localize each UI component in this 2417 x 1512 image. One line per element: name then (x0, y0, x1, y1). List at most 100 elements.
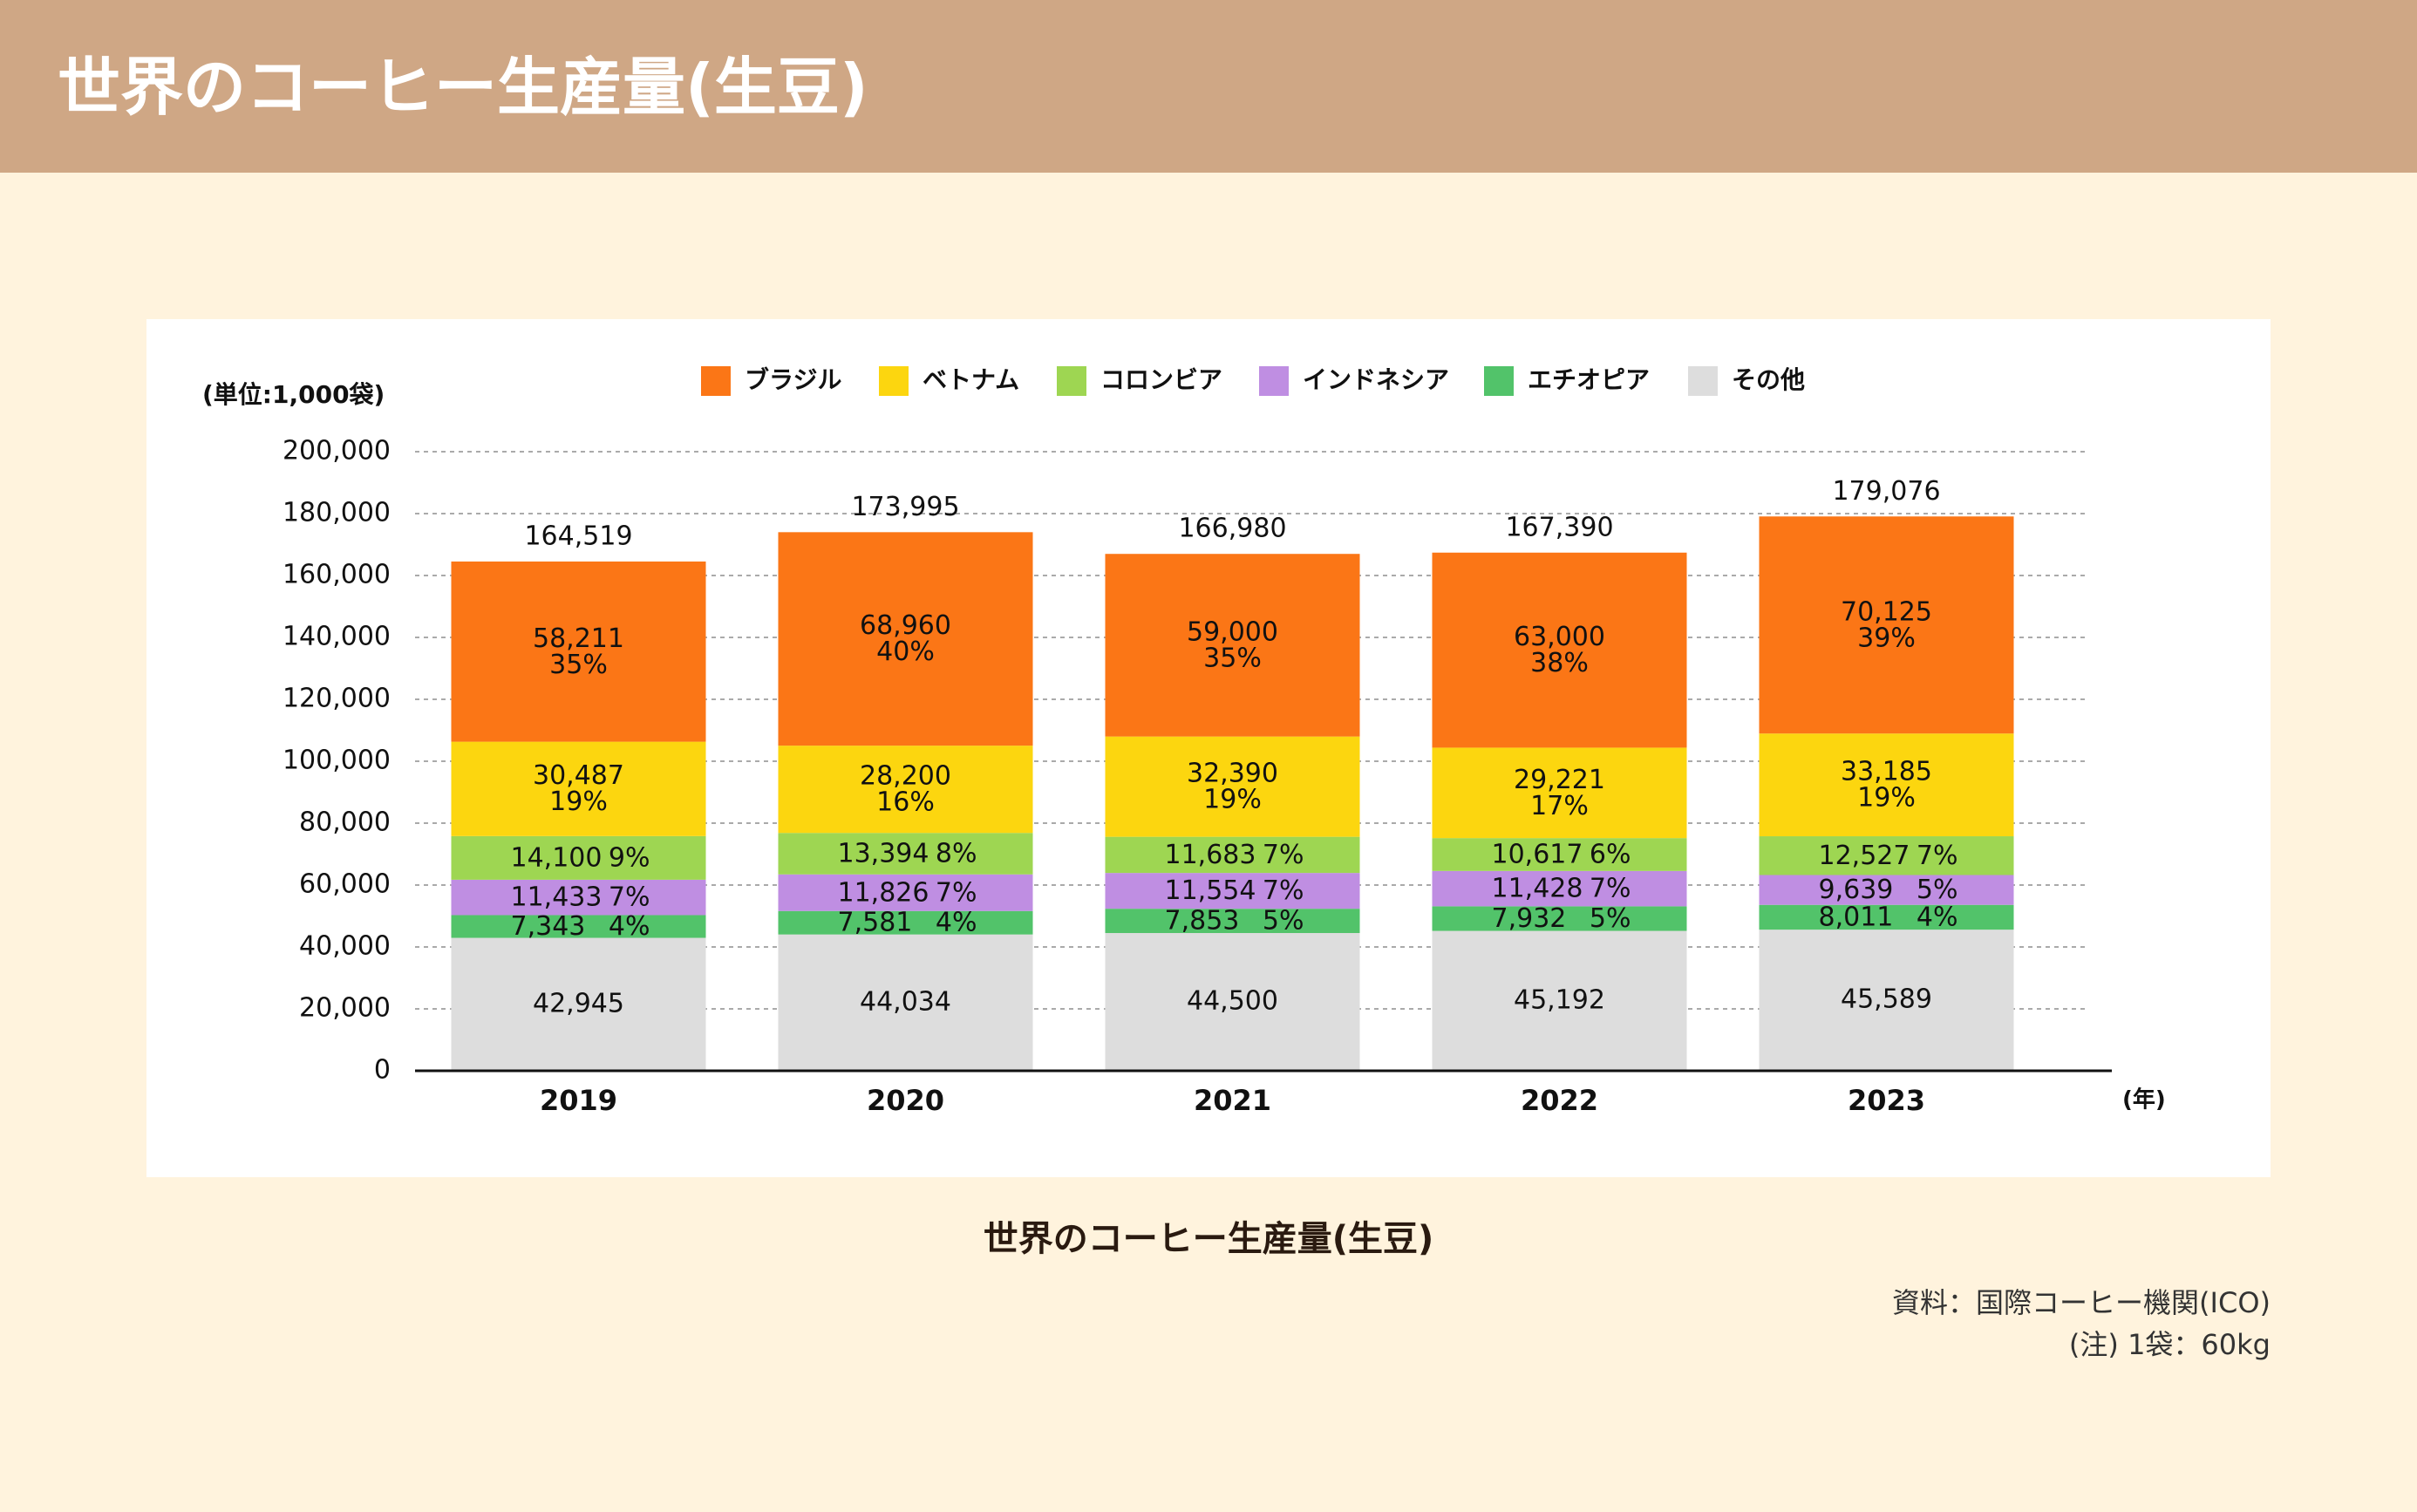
segment-percent-label: 38% (1530, 648, 1589, 678)
legend-label: その他 (1732, 365, 1805, 394)
segment-value-label: 11,428 (1492, 874, 1583, 904)
segment-value-label: 32,390 (1187, 759, 1278, 789)
segment-percent-label: 17% (1530, 791, 1589, 821)
x-tick-label: 2021 (1194, 1084, 1271, 1117)
bar-segment (778, 532, 1033, 746)
x-tick-label: 2023 (1848, 1084, 1925, 1117)
segment-percent-label: 4% (1917, 902, 1958, 932)
segment-percent-label: 7% (1263, 875, 1304, 906)
segment-value-label: 45,589 (1841, 984, 1932, 1015)
chart-caption: 世界のコーヒー生産量(生豆) (983, 1219, 1434, 1259)
source-note: 資料：国際コーヒー機関(ICO) (注) 1袋：60kg (1892, 1282, 2271, 1366)
chart-card: 0 20,000 40,000 60,000 80,000 100,000 120,000 1… (146, 319, 2271, 1177)
segment-value-label: 42,945 (533, 988, 624, 1018)
segment-percent-label: 7% (1917, 841, 1958, 871)
y-tick-label: 120,000 (283, 684, 391, 714)
segment-percent-label: 9% (609, 842, 650, 873)
bar-segment (778, 934, 1033, 1071)
bar-segment (451, 741, 706, 836)
bar-segment (451, 879, 706, 916)
x-tick-label: 2020 (867, 1084, 944, 1117)
page-header: 世界のコーヒー生産量(生豆) (0, 0, 2417, 173)
segment-value-label: 8,011 (1819, 902, 1894, 932)
segment-value-label: 58,211 (533, 623, 624, 654)
bar-segment (1105, 933, 1360, 1071)
segment-percent-label: 6% (1590, 839, 1631, 869)
legend-label: インドネシア (1303, 365, 1449, 394)
segment-value-label: 30,487 (533, 760, 624, 791)
y-tick-label: 80,000 (299, 807, 391, 838)
segment-value-label: 11,826 (838, 877, 929, 908)
bar-total-label: 179,076 (1832, 476, 1940, 507)
x-axis-label: (年) (2122, 1086, 2166, 1114)
segment-percent-label: 19% (1857, 783, 1916, 814)
legend-swatch (1688, 366, 1718, 396)
segment-value-label: 11,554 (1165, 875, 1256, 906)
stacked-bar-chart: 0 20,000 40,000 60,000 80,000 100,000 120,000 1… (202, 365, 2166, 1117)
legend-label: コロンビア (1100, 365, 1222, 394)
segment-value-label: 14,100 (511, 842, 603, 873)
y-tick-label: 200,000 (283, 436, 391, 467)
segment-value-label: 11,433 (511, 882, 603, 913)
segment-value-label: 28,200 (860, 761, 951, 792)
bar-segment (1759, 836, 2014, 875)
segment-percent-label: 16% (876, 787, 935, 818)
segment-value-label: 68,960 (860, 610, 951, 641)
bar-segment (1432, 930, 1687, 1071)
segment-percent-label: 4% (609, 911, 650, 942)
y-tick-label: 20,000 (299, 993, 391, 1024)
y-tick-label: 60,000 (299, 869, 391, 900)
legend-swatch (1484, 366, 1514, 396)
bar-segment (1432, 906, 1687, 931)
segment-value-label: 10,617 (1492, 839, 1583, 869)
bar-segment (1759, 733, 2014, 837)
segment-value-label: 45,192 (1514, 984, 1605, 1015)
bar-segment (1759, 516, 2014, 734)
segment-value-label: 33,185 (1841, 757, 1932, 787)
segment-value-label: 7,853 (1165, 906, 1240, 936)
segment-percent-label: 19% (549, 787, 608, 817)
bar-segment (451, 835, 706, 880)
bar-total-label: 166,980 (1178, 514, 1286, 544)
legend-label: ブラジル (745, 365, 841, 394)
segment-value-label: 7,581 (838, 908, 913, 938)
page-title: 世界のコーヒー生産量(生豆) (58, 51, 868, 124)
segment-percent-label: 7% (1263, 840, 1304, 870)
segment-value-label: 7,932 (1492, 903, 1567, 934)
bar-segment (1759, 904, 2014, 930)
bar-segment (451, 561, 706, 742)
bar-segment (1432, 747, 1687, 839)
segment-value-label: 9,639 (1819, 875, 1894, 905)
segment-value-label: 11,683 (1165, 840, 1256, 870)
bar-segment (778, 833, 1033, 875)
segment-value-label: 7,343 (511, 911, 586, 942)
segment-percent-label: 7% (1590, 874, 1631, 904)
bar-segment (1105, 836, 1360, 874)
segment-value-label: 12,527 (1819, 841, 1910, 871)
bar-segment (1432, 870, 1687, 907)
bar-segment (1759, 875, 2014, 905)
segment-percent-label: 8% (936, 839, 977, 869)
legend-swatch (1057, 366, 1086, 396)
y-tick-label: 180,000 (283, 498, 391, 528)
source-line: 資料：国際コーヒー機関(ICO) (1892, 1286, 2271, 1319)
segment-percent-label: 4% (936, 908, 977, 938)
segment-percent-label: 5% (1590, 903, 1631, 934)
bar-segment (778, 910, 1033, 935)
segment-percent-label: 7% (936, 877, 977, 908)
bar-segment (451, 937, 706, 1071)
x-tick-label: 2022 (1521, 1084, 1598, 1117)
y-tick-label: 100,000 (283, 746, 391, 776)
y-tick-label: 160,000 (283, 560, 391, 590)
segment-value-label: 44,034 (860, 986, 951, 1017)
bar-segment (1105, 909, 1360, 934)
segment-value-label: 29,221 (1514, 765, 1605, 795)
bar-segment (1432, 838, 1687, 871)
legend-swatch (1259, 366, 1289, 396)
bar-segment (451, 915, 706, 938)
bar-total-label: 173,995 (851, 492, 959, 522)
segment-value-label: 13,394 (838, 839, 929, 869)
y-tick-label: 140,000 (283, 622, 391, 652)
bar-segment (1105, 873, 1360, 909)
bar-total-label: 167,390 (1505, 512, 1613, 542)
